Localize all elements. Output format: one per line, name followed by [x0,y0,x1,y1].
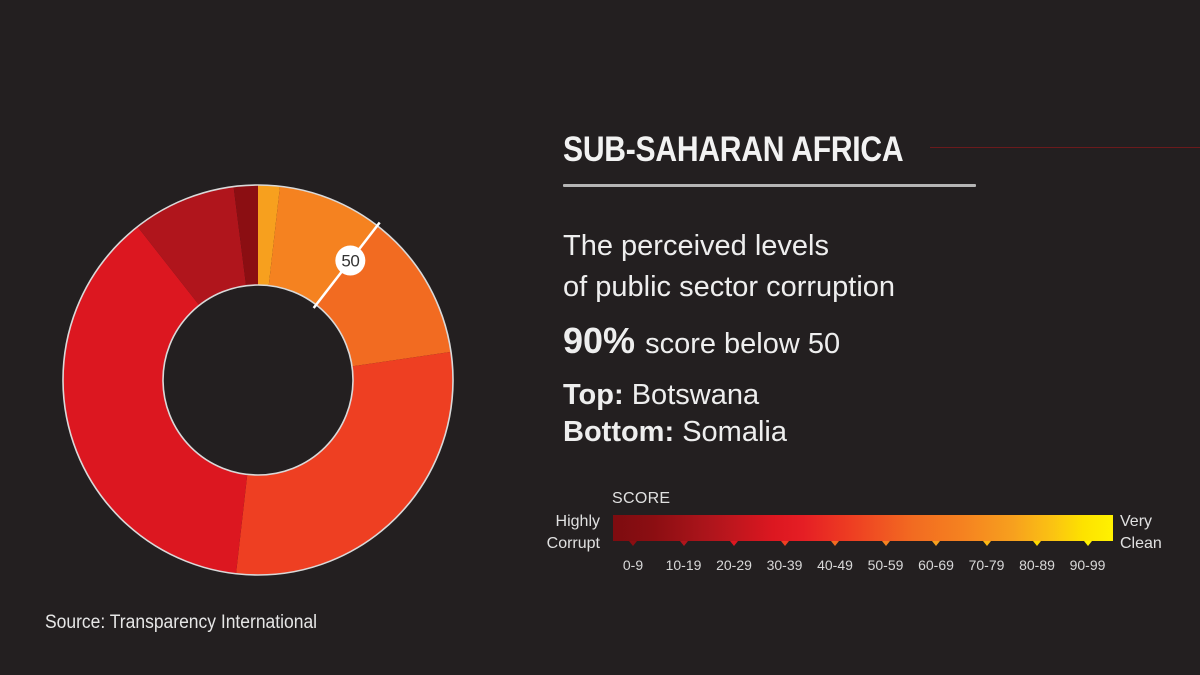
legend-tick [831,541,839,546]
donut-slice-20-29 [63,226,248,574]
top-value: Botswana [631,379,760,411]
legend-right-line-2: Clean [1120,535,1162,552]
legend-left-label: Highly Corrupt [520,511,600,555]
legend-tick [629,541,637,546]
legend-range-label: 70-79 [968,557,1005,573]
legend-range-label: 90-99 [1069,557,1106,573]
legend-tick [932,541,940,546]
legend-range-label: 80-89 [1019,557,1055,573]
legend-range-label: 30-39 [766,557,803,573]
legend-range-label: 0-9 [622,557,644,573]
bottom-value: Somalia [682,416,787,448]
legend-range-label: 40-49 [817,557,853,573]
donut-slice-60-69 [258,185,281,286]
legend-tick [780,541,789,546]
legend-range-label: 60-69 [918,557,954,573]
donut-slice-50-59 [268,186,378,305]
legend-tick [679,541,688,546]
donut-outer-ring [62,184,454,576]
top-label: Top: [563,379,624,411]
legend-right-label: Very Clean [1120,511,1162,555]
legend-range-label: 20-29 [716,557,752,573]
title-underline [563,184,976,187]
legend-tick [730,541,738,546]
legend-left-line-2: Corrupt [546,535,600,552]
donut-slice-0-9 [233,185,258,286]
donut-inner-ring [162,284,354,476]
legend-right-line-1: Very [1120,513,1153,530]
legend-gradient-bar [613,515,1113,541]
top-country: Top: Botswana [563,377,787,414]
legend-left-line-1: Highly [555,513,600,530]
legend-tick [881,541,890,546]
donut-slice-10-19 [137,186,247,306]
stat-value: 90% [563,320,636,361]
description: The perceived levels of public sector co… [563,226,895,308]
title-accent-line [930,147,1200,148]
threshold-label: 50 [341,252,359,271]
legend-tick [1083,541,1092,546]
legend-tick [982,541,991,546]
donut-svg: 50 [62,184,454,576]
description-line-1: The perceived levels [563,230,829,262]
donut-chart: 50 [60,182,460,582]
description-line-2: of public sector corruption [563,271,896,303]
donut-slice-40-49 [316,225,451,367]
bottom-label: Bottom: [563,416,675,448]
extremes: Top: Botswana Bottom: Somalia [563,377,787,451]
legend-title: SCORE [612,490,671,507]
donut-slice-30-39 [235,351,453,575]
legend-range-label: 10-19 [665,557,702,573]
threshold-badge [335,245,366,276]
stat-text: score below 50 [645,328,841,360]
legend-tick [1033,541,1041,546]
page-title: SUB-SAHARAN AFRICA [563,130,904,169]
bottom-country: Bottom: Somalia [563,414,787,451]
source-note: Source: Transparency International [45,612,318,633]
stat-line: 90% score below 50 [563,320,840,362]
legend-range-label: 50-59 [867,557,904,573]
